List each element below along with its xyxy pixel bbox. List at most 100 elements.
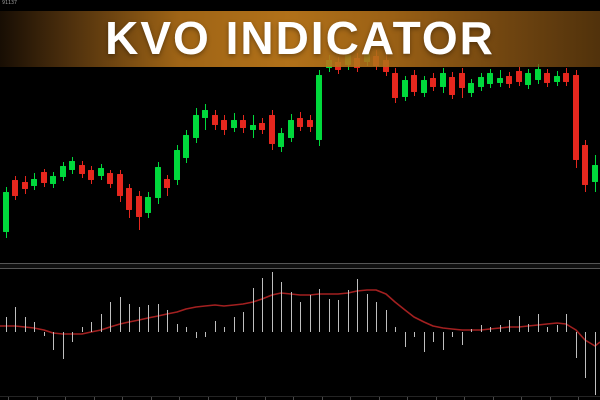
candle-body (3, 192, 9, 232)
time-axis-tick (36, 397, 38, 400)
kvo-histogram-bar (148, 305, 149, 332)
candle-body (41, 172, 47, 183)
time-axis-tick (378, 397, 380, 400)
candle-body (278, 133, 284, 147)
kvo-histogram-bar (443, 332, 444, 350)
time-axis-tick (8, 397, 9, 400)
candle-body (145, 197, 151, 213)
kvo-histogram-bar (519, 316, 520, 332)
kvo-histogram-bar (462, 332, 463, 345)
candle-body (430, 78, 436, 87)
kvo-histogram-bar (490, 327, 491, 332)
time-axis-tick (65, 397, 66, 400)
time-axis-tick (236, 397, 237, 400)
kvo-histogram-bar (547, 327, 548, 332)
kvo-histogram-bar (82, 327, 83, 332)
candle-body (69, 161, 75, 170)
kvo-histogram-bar (91, 322, 92, 332)
kvo-histogram-bar (481, 325, 482, 332)
kvo-histogram-bar (310, 295, 311, 332)
kvo-histogram-bar (357, 279, 358, 332)
candle-body (202, 110, 208, 118)
time-axis-tick (93, 397, 95, 400)
candle-body (478, 77, 484, 87)
kvo-histogram-bar (186, 327, 187, 332)
candle-body (60, 166, 66, 177)
kvo-histogram-bar (557, 325, 558, 332)
candle-body (221, 120, 227, 130)
candle-body (88, 170, 94, 180)
candle-body (535, 69, 541, 80)
kvo-histogram-bar (338, 300, 339, 332)
kvo-histogram-bar (72, 332, 73, 342)
candle-body (193, 115, 199, 138)
candle-body (22, 182, 28, 189)
candle-body (31, 179, 37, 186)
kvo-histogram-bar (576, 332, 577, 358)
time-axis-tick (264, 397, 266, 400)
kvo-histogram-bar (433, 332, 434, 342)
kvo-histogram-bar (167, 310, 168, 332)
candle-body (307, 120, 313, 127)
kvo-histogram-bar (139, 307, 140, 332)
candle-body (544, 73, 550, 83)
kvo-histogram-bar (348, 290, 349, 332)
candle-body (573, 75, 579, 160)
kvo-histogram-bar (452, 332, 453, 337)
candle-body (212, 115, 218, 125)
kvo-histogram-bar (291, 292, 292, 332)
kvo-histogram-bar (595, 332, 596, 395)
kvo-histogram-bar (129, 304, 130, 332)
candle-body (12, 180, 18, 196)
kvo-histogram-bar (386, 310, 387, 332)
candle-body (155, 167, 161, 198)
kvo-histogram-bar (281, 282, 282, 332)
candle-body (164, 179, 170, 188)
candle-body (525, 73, 531, 85)
kvo-histogram-bar (300, 302, 301, 332)
kvo-histogram-bar (234, 317, 235, 332)
title-banner: KVO INDICATOR (0, 11, 600, 67)
kvo-histogram-bar (215, 321, 216, 332)
kvo-histogram-bar (34, 322, 35, 332)
time-axis-tick (293, 397, 294, 400)
candle-body (259, 123, 265, 130)
kvo-histogram-bar (25, 317, 26, 332)
candle-body (183, 135, 189, 158)
candle-body (563, 73, 569, 82)
kvo-histogram-bar (500, 325, 501, 332)
kvo-histogram-bar (405, 332, 406, 347)
kvo-histogram-bar (329, 299, 330, 332)
kvo-histogram-bar (205, 332, 206, 337)
time-axis (0, 396, 600, 400)
candle-body (316, 75, 322, 140)
kvo-histogram-bar (101, 314, 102, 332)
time-axis-tick (521, 397, 522, 400)
candle-body (411, 75, 417, 92)
banner-title: KVO INDICATOR (105, 12, 495, 64)
chart-info-label: 91137 (2, 0, 18, 6)
candle-body (459, 73, 465, 88)
kvo-histogram-bar (566, 314, 567, 332)
kvo-histogram-bar (424, 332, 425, 352)
kvo-histogram-bar (262, 278, 263, 332)
candle-body (250, 125, 256, 130)
time-axis-tick (464, 397, 465, 400)
kvo-histogram-bar (395, 327, 396, 332)
pane-separator[interactable] (0, 263, 600, 269)
kvo-histogram-bar (585, 332, 586, 378)
kvo-histogram-bar (376, 302, 377, 332)
candle-body (136, 196, 142, 217)
time-axis-tick (578, 397, 579, 400)
candle-body (98, 168, 104, 176)
candle-body (440, 73, 446, 87)
candle-body (592, 165, 598, 182)
kvo-histogram-bar (44, 332, 45, 336)
kvo-histogram-bar (63, 332, 64, 359)
kvo-histogram-bar (319, 289, 320, 332)
kvo-histogram-bar (120, 297, 121, 332)
candle-body (402, 80, 408, 97)
kvo-histogram-bar (528, 324, 529, 332)
kvo-histogram-bar (15, 307, 16, 332)
